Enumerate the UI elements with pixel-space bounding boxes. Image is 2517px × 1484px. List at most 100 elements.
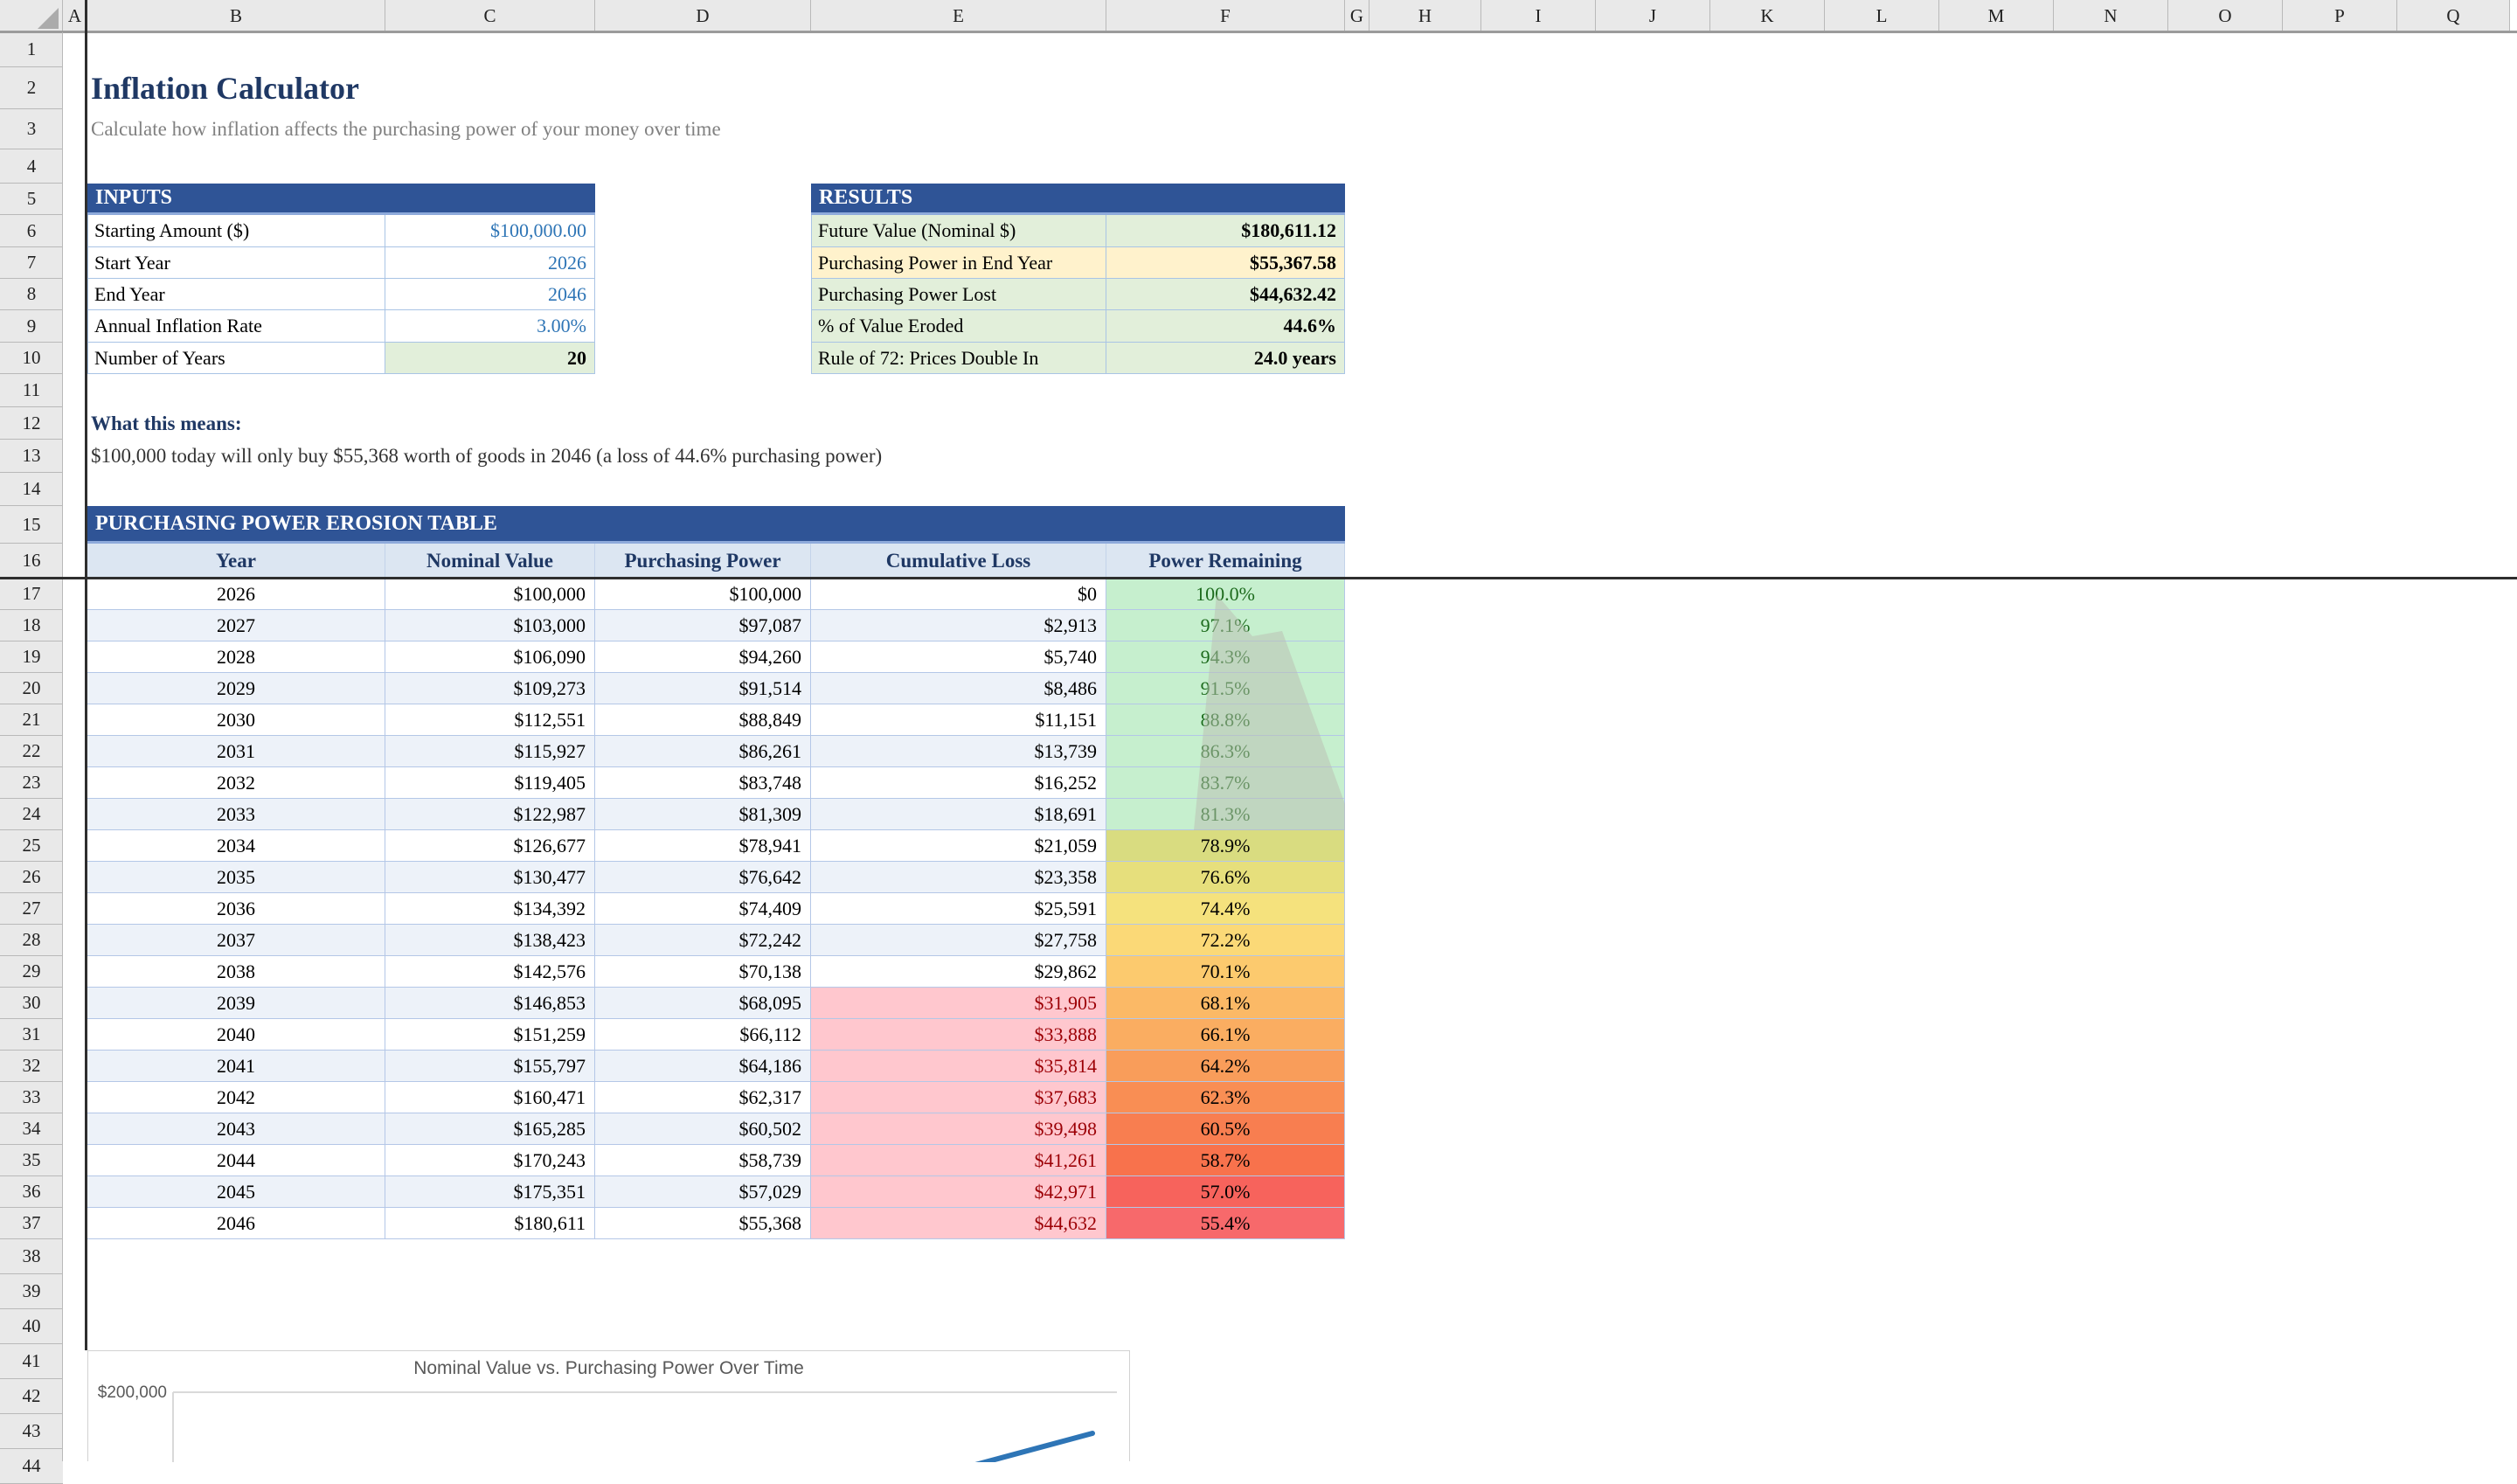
erosion-cell-power[interactable]: $74,409 xyxy=(595,893,811,925)
erosion-cell-loss[interactable]: $5,740 xyxy=(811,641,1106,673)
row-header-11[interactable]: 11 xyxy=(0,374,63,407)
erosion-cell-nominal[interactable]: $103,000 xyxy=(385,610,595,641)
column-header-I[interactable]: I xyxy=(1481,0,1596,32)
erosion-cell-year[interactable]: 2038 xyxy=(87,956,385,988)
erosion-cell-remaining[interactable]: 81.3% xyxy=(1106,799,1345,830)
erosion-cell-year[interactable]: 2030 xyxy=(87,704,385,736)
result-label[interactable]: Purchasing Power Lost xyxy=(811,279,1106,310)
row-header-15[interactable]: 15 xyxy=(0,506,63,544)
erosion-table-title[interactable]: PURCHASING POWER EROSION TABLE xyxy=(87,506,1345,544)
input-value[interactable]: 20 xyxy=(385,343,595,374)
erosion-cell-nominal[interactable]: $109,273 xyxy=(385,673,595,704)
erosion-cell-power[interactable]: $78,941 xyxy=(595,830,811,862)
row-header-8[interactable]: 8 xyxy=(0,279,63,310)
row-header-1[interactable]: 1 xyxy=(0,32,63,67)
erosion-cell-power[interactable]: $100,000 xyxy=(595,579,811,610)
erosion-cell-loss[interactable]: $16,252 xyxy=(811,767,1106,799)
erosion-cell-nominal[interactable]: $146,853 xyxy=(385,988,595,1019)
row-header-25[interactable]: 25 xyxy=(0,830,63,862)
erosion-cell-loss[interactable]: $41,261 xyxy=(811,1145,1106,1176)
row-header-17[interactable]: 17 xyxy=(0,579,63,610)
erosion-cell-year[interactable]: 2041 xyxy=(87,1051,385,1082)
erosion-cell-nominal[interactable]: $151,259 xyxy=(385,1019,595,1051)
erosion-cell-power[interactable]: $88,849 xyxy=(595,704,811,736)
result-value[interactable]: 44.6% xyxy=(1106,310,1345,343)
row-header-43[interactable]: 43 xyxy=(0,1414,63,1449)
row-header-24[interactable]: 24 xyxy=(0,799,63,830)
erosion-cell-nominal[interactable]: $115,927 xyxy=(385,736,595,767)
row-header-5[interactable]: 5 xyxy=(0,184,63,215)
erosion-cell-year[interactable]: 2044 xyxy=(87,1145,385,1176)
row-header-37[interactable]: 37 xyxy=(0,1208,63,1239)
erosion-cell-power[interactable]: $91,514 xyxy=(595,673,811,704)
row-header-33[interactable]: 33 xyxy=(0,1082,63,1113)
erosion-cell-remaining[interactable]: 57.0% xyxy=(1106,1176,1345,1208)
row-header-4[interactable]: 4 xyxy=(0,149,63,184)
erosion-cell-remaining[interactable]: 70.1% xyxy=(1106,956,1345,988)
column-header-B[interactable]: B xyxy=(87,0,385,32)
row-header-30[interactable]: 30 xyxy=(0,988,63,1019)
erosion-cell-year[interactable]: 2031 xyxy=(87,736,385,767)
erosion-cell-loss[interactable]: $33,888 xyxy=(811,1019,1106,1051)
input-label[interactable]: Annual Inflation Rate xyxy=(87,310,385,343)
erosion-cell-power[interactable]: $60,502 xyxy=(595,1113,811,1145)
erosion-cell-year[interactable]: 2039 xyxy=(87,988,385,1019)
erosion-cell-nominal[interactable]: $126,677 xyxy=(385,830,595,862)
erosion-cell-power[interactable]: $76,642 xyxy=(595,862,811,893)
row-header-22[interactable]: 22 xyxy=(0,736,63,767)
erosion-column-header-5[interactable]: Power Remaining xyxy=(1106,544,1345,579)
input-label[interactable]: Starting Amount ($) xyxy=(87,215,385,247)
erosion-cell-year[interactable]: 2042 xyxy=(87,1082,385,1113)
erosion-cell-loss[interactable]: $31,905 xyxy=(811,988,1106,1019)
erosion-cell-power[interactable]: $83,748 xyxy=(595,767,811,799)
erosion-cell-remaining[interactable]: 94.3% xyxy=(1106,641,1345,673)
input-value[interactable]: 3.00% xyxy=(385,310,595,343)
row-header-12[interactable]: 12 xyxy=(0,407,63,440)
row-header-2[interactable]: 2 xyxy=(0,67,63,109)
row-header-39[interactable]: 39 xyxy=(0,1274,63,1309)
erosion-cell-remaining[interactable]: 76.6% xyxy=(1106,862,1345,893)
row-header-9[interactable]: 9 xyxy=(0,310,63,343)
erosion-cell-power[interactable]: $66,112 xyxy=(595,1019,811,1051)
result-label[interactable]: Future Value (Nominal $) xyxy=(811,215,1106,247)
erosion-cell-nominal[interactable]: $119,405 xyxy=(385,767,595,799)
erosion-cell-loss[interactable]: $2,913 xyxy=(811,610,1106,641)
erosion-cell-power[interactable]: $58,739 xyxy=(595,1145,811,1176)
erosion-cell-power[interactable]: $81,309 xyxy=(595,799,811,830)
erosion-cell-loss[interactable]: $44,632 xyxy=(811,1208,1106,1239)
column-header-A[interactable]: A xyxy=(63,0,87,32)
erosion-cell-nominal[interactable]: $165,285 xyxy=(385,1113,595,1145)
column-header-Q[interactable]: Q xyxy=(2397,0,2510,32)
erosion-cell-remaining[interactable]: 91.5% xyxy=(1106,673,1345,704)
erosion-cell-nominal[interactable]: $155,797 xyxy=(385,1051,595,1082)
results-section-header[interactable]: RESULTS xyxy=(811,184,1345,215)
erosion-cell-year[interactable]: 2027 xyxy=(87,610,385,641)
page-subtitle[interactable]: Calculate how inflation affects the purc… xyxy=(91,118,721,140)
row-header-34[interactable]: 34 xyxy=(0,1113,63,1145)
erosion-cell-remaining[interactable]: 66.1% xyxy=(1106,1019,1345,1051)
erosion-cell-nominal[interactable]: $142,576 xyxy=(385,956,595,988)
erosion-cell-loss[interactable]: $25,591 xyxy=(811,893,1106,925)
result-label[interactable]: Rule of 72: Prices Double In xyxy=(811,343,1106,374)
row-header-28[interactable]: 28 xyxy=(0,925,63,956)
row-header-40[interactable]: 40 xyxy=(0,1309,63,1344)
erosion-cell-nominal[interactable]: $160,471 xyxy=(385,1082,595,1113)
result-label[interactable]: Purchasing Power in End Year xyxy=(811,247,1106,279)
erosion-cell-power[interactable]: $86,261 xyxy=(595,736,811,767)
erosion-cell-year[interactable]: 2026 xyxy=(87,579,385,610)
erosion-cell-power[interactable]: $70,138 xyxy=(595,956,811,988)
erosion-cell-year[interactable]: 2033 xyxy=(87,799,385,830)
column-header-H[interactable]: H xyxy=(1369,0,1481,32)
erosion-cell-loss[interactable]: $21,059 xyxy=(811,830,1106,862)
erosion-cell-loss[interactable]: $35,814 xyxy=(811,1051,1106,1082)
erosion-cell-power[interactable]: $94,260 xyxy=(595,641,811,673)
row-header-29[interactable]: 29 xyxy=(0,956,63,988)
erosion-cell-nominal[interactable]: $100,000 xyxy=(385,579,595,610)
row-header-41[interactable]: 41 xyxy=(0,1344,63,1379)
column-header-G[interactable]: G xyxy=(1345,0,1369,32)
row-header-14[interactable]: 14 xyxy=(0,473,63,506)
erosion-cell-power[interactable]: $62,317 xyxy=(595,1082,811,1113)
result-value[interactable]: $44,632.42 xyxy=(1106,279,1345,310)
erosion-cell-loss[interactable]: $29,862 xyxy=(811,956,1106,988)
erosion-cell-remaining[interactable]: 78.9% xyxy=(1106,830,1345,862)
